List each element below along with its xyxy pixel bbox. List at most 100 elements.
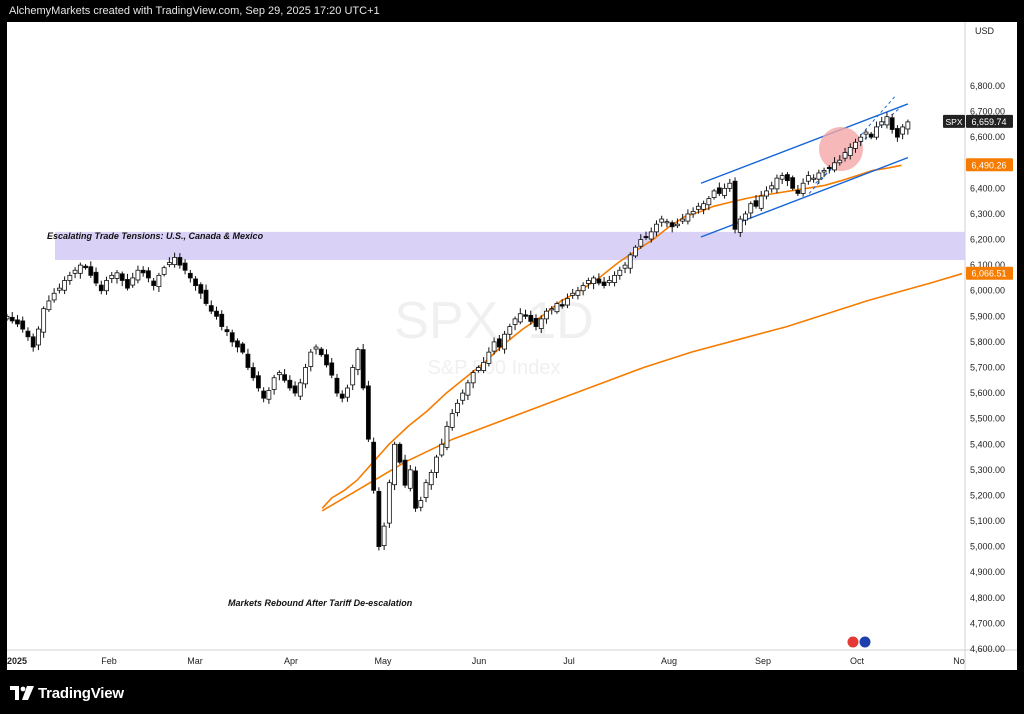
y-tick-label: 6,000.00 bbox=[970, 286, 1005, 296]
inner-channel-upper bbox=[808, 95, 896, 194]
candle bbox=[837, 155, 843, 166]
candle bbox=[585, 277, 591, 289]
tradingview-logo[interactable]: TradingView bbox=[10, 683, 124, 703]
y-tick-label: 6,400.00 bbox=[970, 183, 1005, 193]
candle bbox=[413, 466, 418, 512]
candle bbox=[146, 267, 151, 283]
candle bbox=[722, 183, 727, 199]
y-tick-label: 6,200.00 bbox=[970, 235, 1005, 245]
candle bbox=[764, 186, 769, 200]
candle bbox=[863, 129, 869, 140]
candle bbox=[67, 271, 73, 285]
candle bbox=[282, 369, 287, 383]
candle bbox=[753, 195, 759, 209]
candle bbox=[177, 253, 183, 269]
candle bbox=[795, 185, 801, 197]
candle bbox=[486, 347, 492, 367]
candle bbox=[465, 379, 471, 401]
candle bbox=[659, 215, 665, 227]
candle bbox=[805, 171, 811, 185]
candle bbox=[868, 132, 874, 140]
candle bbox=[444, 421, 450, 451]
price-tag-value: 6,659.74 bbox=[971, 117, 1006, 127]
candle bbox=[219, 310, 225, 331]
candle bbox=[261, 387, 267, 403]
candle bbox=[303, 363, 308, 389]
candle bbox=[407, 465, 413, 492]
x-tick-label: Jul bbox=[563, 656, 575, 666]
y-tick-label: 5,200.00 bbox=[970, 490, 1005, 500]
candle bbox=[130, 272, 136, 288]
candle bbox=[565, 293, 570, 309]
candle bbox=[345, 384, 350, 402]
candle bbox=[193, 276, 198, 291]
event-flag-icon bbox=[846, 635, 860, 649]
y-tick-label: 4,800.00 bbox=[970, 593, 1005, 603]
y-tick-label: 5,400.00 bbox=[970, 439, 1005, 449]
candle bbox=[470, 370, 476, 389]
candle bbox=[423, 479, 429, 503]
candle bbox=[161, 265, 167, 277]
brand-name: TradingView bbox=[38, 684, 124, 702]
candle bbox=[198, 282, 204, 299]
candle bbox=[7, 314, 10, 321]
candle bbox=[826, 165, 832, 174]
price-tag-value: 6,490.26 bbox=[971, 160, 1006, 170]
candle bbox=[737, 215, 743, 237]
candle bbox=[224, 326, 230, 337]
candle bbox=[475, 365, 481, 373]
candle bbox=[36, 326, 41, 351]
candle bbox=[172, 252, 178, 268]
y-tick-label: 5,700.00 bbox=[970, 363, 1005, 373]
candle bbox=[439, 438, 445, 458]
candle bbox=[397, 442, 403, 465]
candle bbox=[135, 265, 141, 284]
candle bbox=[664, 218, 670, 228]
candle bbox=[633, 245, 638, 258]
chart-area[interactable]: SPX, 1D S&P 500 Index Escalating Trade Ten… bbox=[7, 22, 1017, 670]
currency-label: USD bbox=[975, 26, 995, 36]
candle bbox=[381, 522, 387, 550]
candle bbox=[266, 387, 272, 404]
candle bbox=[151, 277, 157, 291]
candle bbox=[83, 264, 88, 270]
candle bbox=[502, 330, 507, 354]
candle bbox=[41, 306, 47, 338]
candle bbox=[706, 196, 712, 211]
candle bbox=[418, 496, 424, 512]
candle bbox=[386, 479, 392, 528]
candle bbox=[591, 275, 597, 290]
candle bbox=[434, 454, 439, 479]
candle bbox=[156, 272, 162, 293]
candle bbox=[790, 175, 796, 191]
candle bbox=[366, 380, 371, 442]
price-tag-value: 6,066.51 bbox=[971, 269, 1006, 279]
candle bbox=[779, 172, 785, 185]
trade-tension-zone bbox=[55, 231, 965, 261]
candle bbox=[606, 275, 612, 286]
candle bbox=[355, 347, 361, 376]
x-tick-label: 2025 bbox=[7, 656, 27, 666]
candle bbox=[287, 375, 293, 391]
candle bbox=[334, 373, 340, 397]
y-tick-label: 5,000.00 bbox=[970, 542, 1005, 552]
footer bbox=[0, 670, 1024, 714]
x-tick-label: Mar bbox=[187, 656, 203, 666]
candle bbox=[675, 218, 680, 229]
candle bbox=[428, 469, 434, 490]
candle bbox=[680, 213, 686, 224]
candle bbox=[622, 262, 628, 274]
y-tick-label: 5,900.00 bbox=[970, 311, 1005, 321]
candle bbox=[690, 207, 696, 218]
candle bbox=[203, 284, 209, 306]
candle bbox=[46, 295, 52, 312]
candle bbox=[889, 113, 895, 134]
candle bbox=[350, 364, 356, 391]
candle bbox=[140, 266, 146, 277]
candle bbox=[580, 282, 586, 296]
annotation-trade-tensions: Escalating Trade Tensions: U.S., Canada … bbox=[47, 231, 264, 241]
price-tag-symbol-bg bbox=[943, 114, 965, 128]
candle bbox=[643, 231, 649, 241]
candle bbox=[596, 273, 602, 286]
